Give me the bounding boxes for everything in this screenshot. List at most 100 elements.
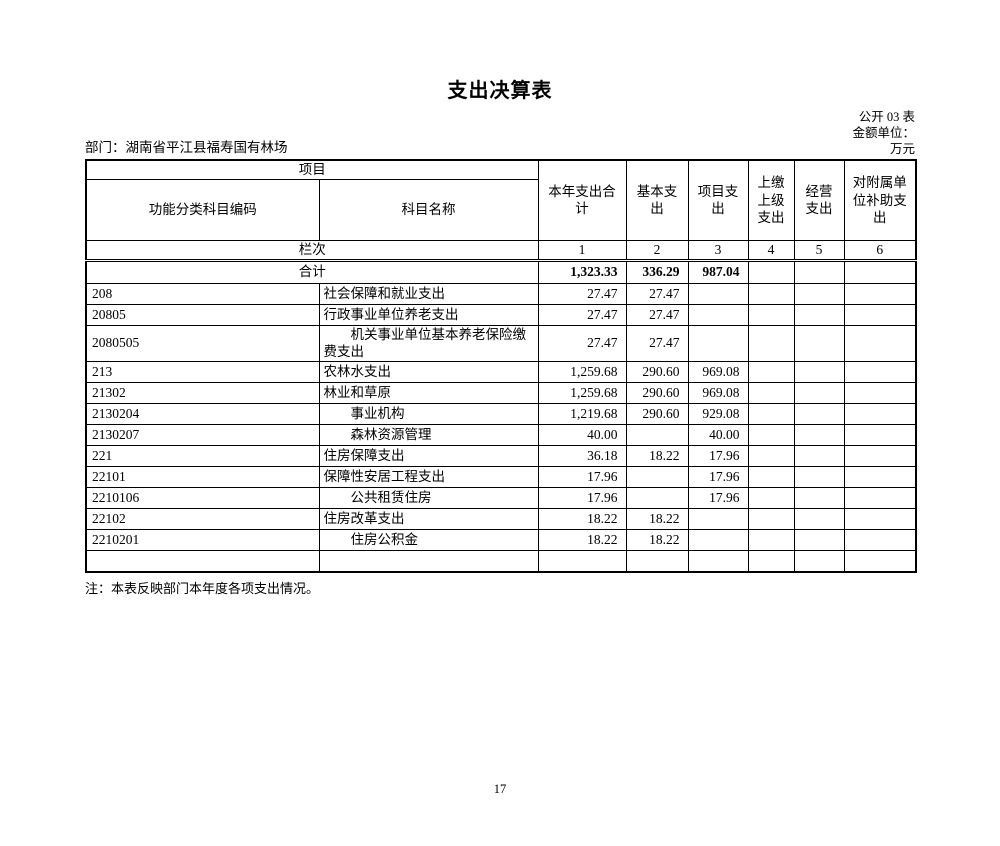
value-cell (793, 507, 845, 530)
value-cell: 18.22 (537, 528, 627, 551)
value-cell: 290.60 (625, 402, 689, 425)
col-header-operating: 经营支出 (793, 159, 845, 241)
table-row: 221 住房保障支出 36.18 18.22 17.96 (85, 444, 917, 467)
value-cell: 18.22 (625, 528, 689, 551)
value-cell (843, 303, 917, 326)
value-cell (793, 402, 845, 425)
header-sub-row: 功能分类科目编码 科目名称 (85, 178, 916, 241)
total-value-cell (843, 259, 917, 284)
name-cell: 住房公积金 (318, 528, 539, 551)
col-header-total: 本年支出合计 (537, 159, 627, 241)
table-row: 2210106 公共租赁住房 17.96 17.96 (85, 486, 917, 509)
value-cell: 18.22 (537, 507, 627, 530)
value-cell (625, 465, 689, 488)
value-cell (687, 507, 749, 530)
total-label-cell: 合计 (85, 259, 539, 284)
table-row: 20805 行政事业单位养老支出 27.47 27.47 (85, 303, 917, 326)
value-cell (747, 381, 795, 404)
col-header-project: 项目支出 (687, 159, 749, 241)
table-row: 22101 保障性安居工程支出 17.96 17.96 (85, 465, 917, 488)
value-cell (747, 507, 795, 530)
name-cell: 公共租赁住房 (318, 486, 539, 509)
project-header-cell: 项目 (85, 159, 539, 180)
value-cell: 969.08 (687, 381, 749, 404)
department-line: 部门：湖南省平江县福寿国有林场 (85, 140, 288, 155)
name-cell: 林业和草原 (318, 381, 539, 404)
col-header-subsidy: 对附属单位补助支出 (843, 159, 917, 241)
rank-num-cell: 2 (625, 239, 689, 262)
value-cell (793, 549, 845, 573)
value-cell (793, 423, 845, 446)
value-cell: 17.96 (537, 486, 627, 509)
value-cell (537, 549, 627, 573)
unit-value: 万元 (889, 142, 915, 156)
table-row: 208 社会保障和就业支出 27.47 27.47 (85, 282, 917, 305)
value-cell (793, 486, 845, 509)
value-cell: 18.22 (625, 444, 689, 467)
value-cell: 27.47 (625, 282, 689, 305)
name-cell: 森林资源管理 (318, 423, 539, 446)
rank-num-cell: 3 (687, 239, 749, 262)
value-cell: 27.47 (537, 303, 627, 326)
unit-label: 金额单位： (852, 126, 915, 140)
table-row: 21302 林业和草原 1,259.68 290.60 969.08 (85, 381, 917, 404)
value-cell (793, 282, 845, 305)
value-cell (793, 360, 845, 383)
name-cell: 行政事业单位养老支出 (318, 303, 539, 326)
value-cell (747, 444, 795, 467)
value-cell (793, 528, 845, 551)
value-cell (843, 507, 917, 530)
value-cell: 1,259.68 (537, 381, 627, 404)
name-cell: 保障性安居工程支出 (318, 465, 539, 488)
value-cell (793, 444, 845, 467)
name-cell: 住房改革支出 (318, 507, 539, 530)
table-row: 22102 住房改革支出 18.22 18.22 (85, 507, 917, 530)
value-cell: 929.08 (687, 402, 749, 425)
value-cell (687, 303, 749, 326)
code-cell: 22101 (85, 465, 320, 488)
value-cell (747, 324, 795, 362)
total-value-cell: 1,323.33 (537, 259, 627, 284)
code-cell: 22102 (85, 507, 320, 530)
value-cell (843, 324, 917, 362)
value-cell (687, 324, 749, 362)
value-cell: 27.47 (625, 324, 689, 362)
meta-block: 公开 03 表 金额单位： 万元 (852, 109, 915, 157)
value-cell (843, 402, 917, 425)
total-value-cell: 987.04 (687, 259, 749, 284)
rank-row: 栏次 1 2 3 4 5 6 (85, 239, 917, 262)
value-cell (687, 528, 749, 551)
value-cell (843, 282, 917, 305)
page-title: 支出决算表 (447, 80, 553, 102)
code-cell (85, 549, 320, 573)
value-cell (843, 423, 917, 446)
total-row: 合计 1,323.33 336.29 987.04 (85, 259, 917, 284)
value-cell (793, 303, 845, 326)
code-cell: 2080505 (85, 324, 320, 362)
value-cell: 17.96 (537, 465, 627, 488)
value-cell: 1,259.68 (537, 360, 627, 383)
expenditure-table: 项目 本年支出合计 基本支出 项目支出 上缴上级支出 经营支出 对附属单位补助支… (85, 159, 917, 573)
code-cell: 2210201 (85, 528, 320, 551)
table-note: 注：本表反映部门本年度各项支出情况。 (85, 580, 320, 596)
value-cell (687, 549, 749, 573)
value-cell (843, 549, 917, 573)
rank-num-cell: 4 (747, 239, 795, 262)
value-cell (747, 465, 795, 488)
total-value-cell (747, 259, 795, 284)
code-cell: 208 (85, 282, 320, 305)
form-code: 公开 03 表 (858, 110, 915, 124)
value-cell: 1,219.68 (537, 402, 627, 425)
value-cell (747, 549, 795, 573)
value-cell: 290.60 (625, 381, 689, 404)
value-cell (747, 360, 795, 383)
code-header-cell: 功能分类科目编码 (85, 178, 320, 241)
code-cell: 2210106 (85, 486, 320, 509)
value-cell (747, 303, 795, 326)
page-number: 17 (493, 782, 507, 796)
name-cell: 住房保障支出 (318, 444, 539, 467)
code-cell: 213 (85, 360, 320, 383)
table-row: 2130204 事业机构 1,219.68 290.60 929.08 (85, 402, 917, 425)
value-cell (747, 402, 795, 425)
value-cell (793, 465, 845, 488)
